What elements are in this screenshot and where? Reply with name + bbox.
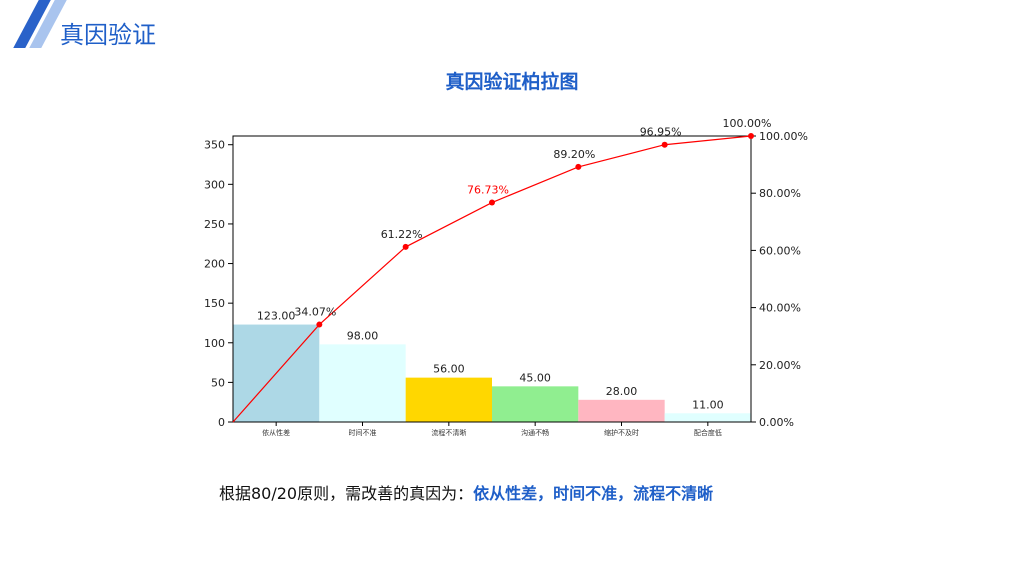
cumulative-point [402, 243, 409, 250]
y-tick-label: 200 [204, 258, 225, 271]
bar [578, 399, 665, 422]
cumulative-point [575, 163, 582, 170]
cumulative-label: 61.22% [381, 228, 423, 241]
x-tick-label: 依从性差 [262, 428, 290, 437]
cumulative-label: 34.07% [294, 306, 336, 319]
y-tick-label: 350 [204, 139, 225, 152]
y2-tick-label: 100.00% [759, 130, 808, 143]
cumulative-label: 96.95% [640, 126, 682, 139]
y2-tick-label: 60.00% [759, 244, 801, 257]
y-tick-label: 150 [204, 297, 225, 310]
y2-tick-label: 0.00% [759, 416, 794, 429]
cumulative-label: 100.00% [723, 117, 772, 130]
y2-tick-label: 20.00% [759, 359, 801, 372]
chart-title: 真因验证柏拉图 [445, 71, 579, 93]
cumulative-label: 89.20% [553, 148, 595, 161]
bar-value-label: 45.00 [519, 371, 551, 384]
slide-title: 真因验证 [60, 21, 156, 49]
y-tick-label: 0 [218, 416, 225, 429]
conclusion-text: 根据80/20原则，需改善的真因为：依从性差，时间不准，流程不清晰 [219, 483, 713, 505]
bar-value-label: 123.00 [257, 310, 296, 323]
bar [405, 377, 492, 422]
y2-tick-label: 80.00% [759, 187, 801, 200]
cumulative-point [316, 321, 323, 328]
y2-tick-label: 40.00% [759, 302, 801, 315]
y-tick-label: 250 [204, 218, 225, 231]
cumulative-point [489, 199, 495, 206]
conclusion-prefix: 根据80/20原则，需改善的真因为： [219, 484, 474, 503]
x-tick-label: 流程不清晰 [431, 428, 466, 437]
cumulative-label: 76.73% [467, 184, 509, 197]
x-tick-label: 配合度低 [694, 428, 722, 437]
bar [319, 344, 406, 422]
x-tick-label: 缩护不及时 [604, 428, 639, 437]
y-tick-label: 100 [204, 337, 225, 350]
bar-value-label: 98.00 [347, 329, 379, 342]
x-tick-label: 时间不准 [349, 428, 377, 437]
conclusion-causes: 依从性差，时间不准，流程不清晰 [473, 484, 714, 503]
bar [664, 413, 751, 422]
y-tick-label: 50 [211, 376, 225, 389]
y-tick-label: 300 [204, 178, 225, 191]
bar-value-label: 11.00 [692, 398, 724, 411]
cumulative-point [661, 141, 668, 148]
bar-value-label: 28.00 [606, 385, 638, 398]
x-tick-label: 沟通不畅 [521, 428, 549, 437]
cumulative-point [748, 133, 754, 139]
plot-frame [232, 135, 752, 423]
bar [492, 386, 579, 422]
bar-value-label: 56.00 [433, 363, 465, 376]
